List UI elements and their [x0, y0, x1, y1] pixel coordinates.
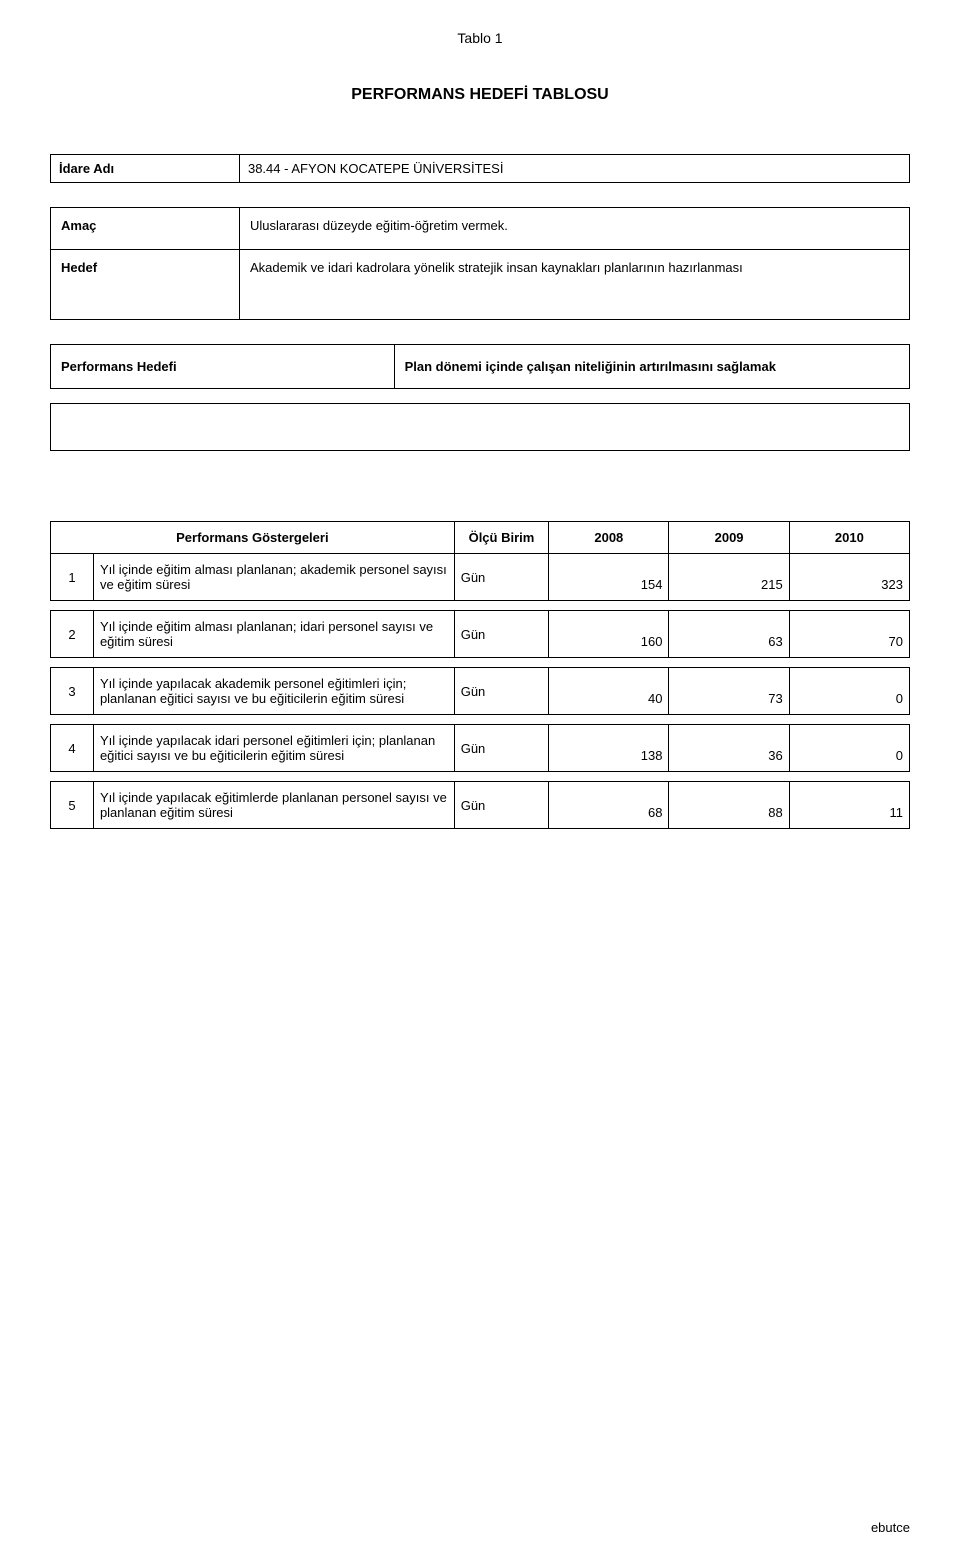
- row-y3: 323: [789, 554, 909, 601]
- row-unit: Gün: [454, 554, 548, 601]
- row-y2: 36: [669, 725, 789, 772]
- row-unit: Gün: [454, 725, 548, 772]
- amac-hedef-table: Amaç Uluslararası düzeyde eğitim-öğretim…: [50, 207, 910, 320]
- row-y1: 154: [549, 554, 669, 601]
- table-row: 5Yıl içinde yapılacak eğitimlerde planla…: [51, 782, 910, 829]
- row-index: 5: [51, 782, 94, 829]
- idare-table: İdare Adı 38.44 - AFYON KOCATEPE ÜNİVERS…: [50, 154, 910, 183]
- gosterge-header-y1: 2008: [549, 522, 669, 554]
- row-index: 3: [51, 668, 94, 715]
- gosterge-header-row: Performans Göstergeleri Ölçü Birim 2008 …: [51, 522, 910, 554]
- row-y1: 160: [549, 611, 669, 658]
- row-name: Yıl içinde yapılacak idari personel eğit…: [93, 725, 454, 772]
- footer-text: ebutce: [871, 1520, 910, 1535]
- table-row: 2Yıl içinde eğitim alması planlanan; ida…: [51, 611, 910, 658]
- row-y2: 215: [669, 554, 789, 601]
- row-y3: 11: [789, 782, 909, 829]
- performans-hedefi-table: Performans Hedefi Plan dönemi içinde çal…: [50, 344, 910, 389]
- row-unit: Gün: [454, 782, 548, 829]
- gosterge-table: Performans Göstergeleri Ölçü Birim 2008 …: [50, 521, 910, 829]
- gosterge-header-unit: Ölçü Birim: [454, 522, 548, 554]
- table-row: 1Yıl içinde eğitim alması planlanan; aka…: [51, 554, 910, 601]
- row-index: 4: [51, 725, 94, 772]
- row-y1: 40: [549, 668, 669, 715]
- page-title: PERFORMANS HEDEFİ TABLOSU: [50, 86, 910, 104]
- row-y3: 0: [789, 668, 909, 715]
- row-y2: 73: [669, 668, 789, 715]
- row-y1: 138: [549, 725, 669, 772]
- row-y1: 68: [549, 782, 669, 829]
- empty-info-box: [50, 403, 910, 451]
- amac-value: Uluslararası düzeyde eğitim-öğretim verm…: [239, 208, 909, 250]
- idare-value: 38.44 - AFYON KOCATEPE ÜNİVERSİTESİ: [239, 155, 909, 183]
- gosterge-header-name: Performans Göstergeleri: [51, 522, 455, 554]
- table-row: 3Yıl içinde yapılacak akademik personel …: [51, 668, 910, 715]
- gosterge-header-y3: 2010: [789, 522, 909, 554]
- tablo-label: Tablo 1: [50, 30, 910, 46]
- idare-label: İdare Adı: [51, 155, 240, 183]
- row-y3: 0: [789, 725, 909, 772]
- row-unit: Gün: [454, 611, 548, 658]
- row-index: 2: [51, 611, 94, 658]
- performans-hedefi-value: Plan dönemi içinde çalışan niteliğinin a…: [394, 345, 909, 389]
- hedef-label: Hedef: [51, 250, 240, 320]
- hedef-value: Akademik ve idari kadrolara yönelik stra…: [239, 250, 909, 320]
- row-y2: 63: [669, 611, 789, 658]
- row-name: Yıl içinde eğitim alması planlanan; akad…: [93, 554, 454, 601]
- row-y3: 70: [789, 611, 909, 658]
- row-y2: 88: [669, 782, 789, 829]
- row-name: Yıl içinde yapılacak akademik personel e…: [93, 668, 454, 715]
- gosterge-header-y2: 2009: [669, 522, 789, 554]
- row-unit: Gün: [454, 668, 548, 715]
- amac-label: Amaç: [51, 208, 240, 250]
- row-name: Yıl içinde yapılacak eğitimlerde planlan…: [93, 782, 454, 829]
- performans-hedefi-label: Performans Hedefi: [51, 345, 395, 389]
- row-name: Yıl içinde eğitim alması planlanan; idar…: [93, 611, 454, 658]
- table-row: 4Yıl içinde yapılacak idari personel eği…: [51, 725, 910, 772]
- row-index: 1: [51, 554, 94, 601]
